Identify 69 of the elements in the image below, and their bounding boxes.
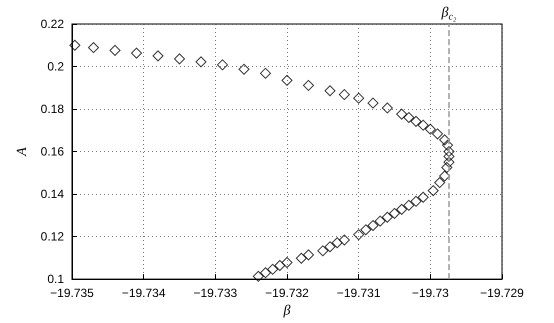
x-axis-title: β [282, 304, 291, 318]
point [353, 92, 364, 104]
point [324, 85, 336, 96]
point [353, 229, 364, 240]
point [303, 249, 314, 260]
point [332, 237, 343, 248]
point [296, 252, 307, 264]
point [442, 140, 454, 151]
point [424, 124, 436, 135]
point [428, 185, 439, 196]
y-tick-label: 0.14 [40, 187, 64, 202]
point [443, 150, 454, 162]
point [441, 162, 452, 173]
y-tick-label: 0.2 [47, 60, 64, 74]
point [443, 156, 454, 168]
point [338, 89, 350, 100]
point [434, 177, 446, 188]
point [403, 112, 414, 124]
point [410, 116, 422, 127]
point [389, 208, 400, 219]
y-tick-label: 0.16 [40, 144, 64, 159]
point [260, 267, 271, 278]
point [110, 44, 120, 56]
point [303, 80, 314, 91]
point [368, 220, 378, 232]
point [360, 224, 372, 236]
point [418, 192, 429, 203]
point [252, 270, 264, 282]
point [174, 53, 185, 64]
y-tick-label: 0.1 [47, 272, 64, 286]
y-tick-label: 0.12 [40, 230, 64, 244]
point [439, 170, 450, 182]
point [131, 48, 142, 59]
point [274, 260, 286, 271]
point [410, 196, 422, 207]
point [443, 146, 454, 158]
point [267, 264, 278, 275]
x-tick-label: −19.729 [480, 286, 524, 300]
y-tick-label: 0.18 [40, 102, 64, 116]
point [196, 56, 206, 68]
x-tick-label: −19.735 [50, 286, 94, 300]
point [368, 98, 378, 109]
point [69, 40, 80, 51]
y-axis-title: A [15, 146, 30, 157]
point [282, 74, 292, 86]
point [317, 245, 328, 256]
point [152, 50, 164, 62]
point [418, 120, 429, 131]
point [88, 42, 99, 54]
x-tick-label: −19.732 [265, 286, 310, 300]
point [282, 257, 292, 268]
y-tick-label: 0.22 [40, 17, 64, 31]
point [432, 128, 443, 140]
point [382, 102, 393, 114]
point [338, 234, 350, 246]
point [217, 59, 228, 70]
point [439, 134, 450, 146]
x-tick-label: −19.733 [193, 286, 238, 300]
point [238, 64, 250, 75]
point [324, 241, 336, 252]
x-tick-label: −19.73 [412, 286, 450, 300]
x-tick-label: −19.731 [336, 286, 381, 300]
x-tick-label: −19.734 [122, 286, 166, 300]
point [396, 108, 408, 120]
point [382, 212, 393, 223]
point [260, 68, 271, 79]
point [374, 216, 386, 227]
point [403, 200, 414, 211]
point [396, 204, 408, 215]
